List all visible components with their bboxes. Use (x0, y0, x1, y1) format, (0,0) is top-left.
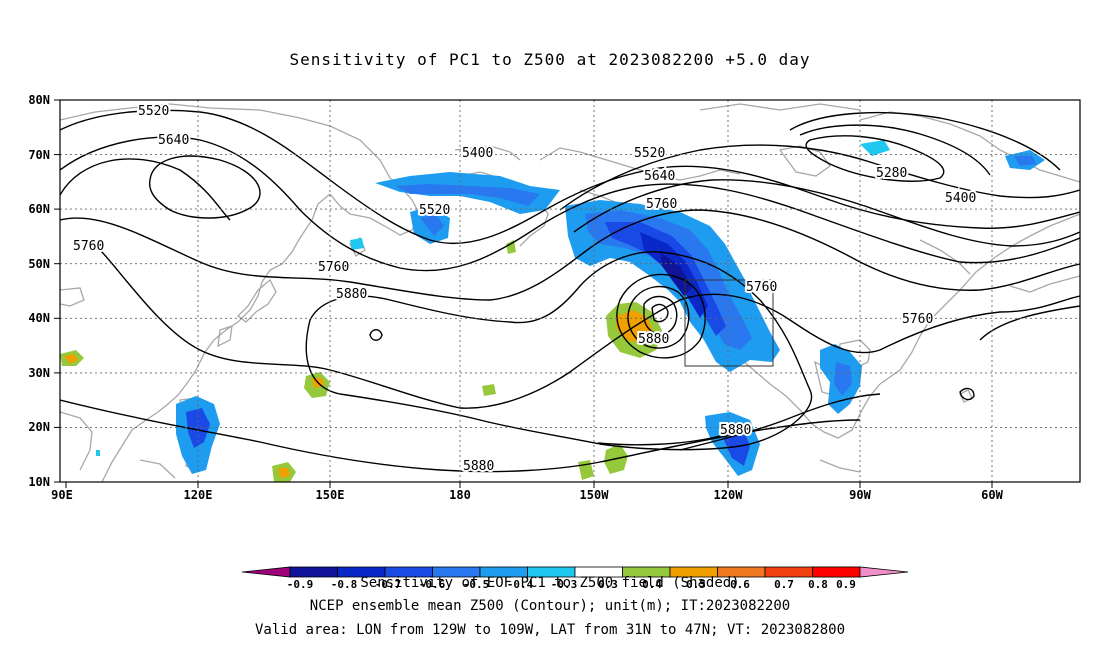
lon-label: 150E (316, 488, 345, 502)
colorbar (241, 566, 909, 578)
lat-label: 20N (28, 420, 50, 434)
colorbar-tick-label: -0.3 (551, 578, 578, 591)
contour-labels: 5520 5640 5400 5520 5640 5760 5280 5400 … (71, 102, 978, 476)
contour-label: 5400 (945, 191, 976, 206)
colorbar-tick-label: -0.5 (463, 578, 490, 591)
colorbar-tick-label: 0.3 (598, 578, 618, 591)
colorbar-tick-label: 0.4 (642, 578, 662, 591)
contour-label: 5760 (746, 280, 777, 295)
contour-label: 5880 (336, 287, 367, 302)
contour-label: 5640 (158, 133, 189, 148)
caption-valid-area: Valid area: LON from 129W to 109W, LAT f… (254, 622, 845, 638)
contour-label: 5400 (462, 146, 493, 161)
lat-label: 10N (28, 475, 50, 489)
colorbar-tick-label: 0.5 (686, 578, 706, 591)
contour-label: 5520 (419, 203, 450, 218)
contour-label: 5760 (902, 312, 933, 327)
colorbar-tick-label: 0.6 (730, 578, 750, 591)
colorbar-tick-label: 0.8 (808, 578, 828, 591)
contour-label: 5640 (644, 169, 675, 184)
contour-label: 5880 (720, 423, 751, 438)
contour-label: 5520 (634, 146, 665, 161)
colorbar-segment (859, 566, 909, 578)
latitude-labels: 80N 70N 60N 50N 40N 30N 20N 10N (28, 93, 50, 489)
lon-label: 90W (849, 488, 871, 502)
longitude-labels: 90E 120E 150E 180 150W 120W 90W 60W (51, 488, 1003, 502)
lon-label: 120E (184, 488, 213, 502)
lon-label: 90E (51, 488, 73, 502)
lat-label: 30N (28, 366, 50, 380)
colorbar-labels: -0.9 -0.8 -0.7 -0.6 -0.5 -0.4 -0.3 0.3 0… (287, 578, 856, 591)
lon-label: 120W (714, 488, 744, 502)
colorbar-tick-label: -0.6 (419, 578, 446, 591)
contour-label: 5880 (463, 459, 494, 474)
contour-label: 5760 (73, 239, 104, 254)
contour-label: 5520 (138, 104, 169, 119)
colorbar-tick-label: -0.7 (375, 578, 402, 591)
lat-label: 70N (28, 148, 50, 162)
lat-label: 60N (28, 202, 50, 216)
plot-frame (59, 99, 1081, 483)
colorbar-tick-label: 0.7 (774, 578, 794, 591)
lon-label: 150W (580, 488, 610, 502)
axis-ticks (54, 99, 993, 488)
gridlines (60, 100, 1080, 482)
lat-label: 80N (28, 93, 50, 107)
colorbar-tick-label: -0.9 (287, 578, 314, 591)
contour-label: 5760 (646, 197, 677, 212)
contour-label: 5760 (318, 260, 349, 275)
colorbar-tick-label: 0.9 (836, 578, 856, 591)
contour-label: 5880 (638, 332, 669, 347)
colorbar-tick-label: -0.4 (507, 578, 534, 591)
sensitivity-shading (60, 140, 1045, 482)
z500-contours (60, 109, 1080, 473)
plot-title: Sensitivity of PC1 to Z500 at 2023082200… (289, 50, 811, 69)
lat-label: 40N (28, 311, 50, 325)
contour-label: 5280 (876, 166, 907, 181)
lon-label: 60W (981, 488, 1003, 502)
caption-shading: Sensitivity of EOF PC1 to Z500 field (Sh… (360, 575, 740, 591)
lon-label: 180 (449, 488, 471, 502)
lat-label: 50N (28, 257, 50, 271)
caption-contour: NCEP ensemble mean Z500 (Contour); unit(… (309, 598, 791, 614)
colorbar-tick-label: -0.8 (331, 578, 358, 591)
valid-area-box (684, 279, 774, 367)
